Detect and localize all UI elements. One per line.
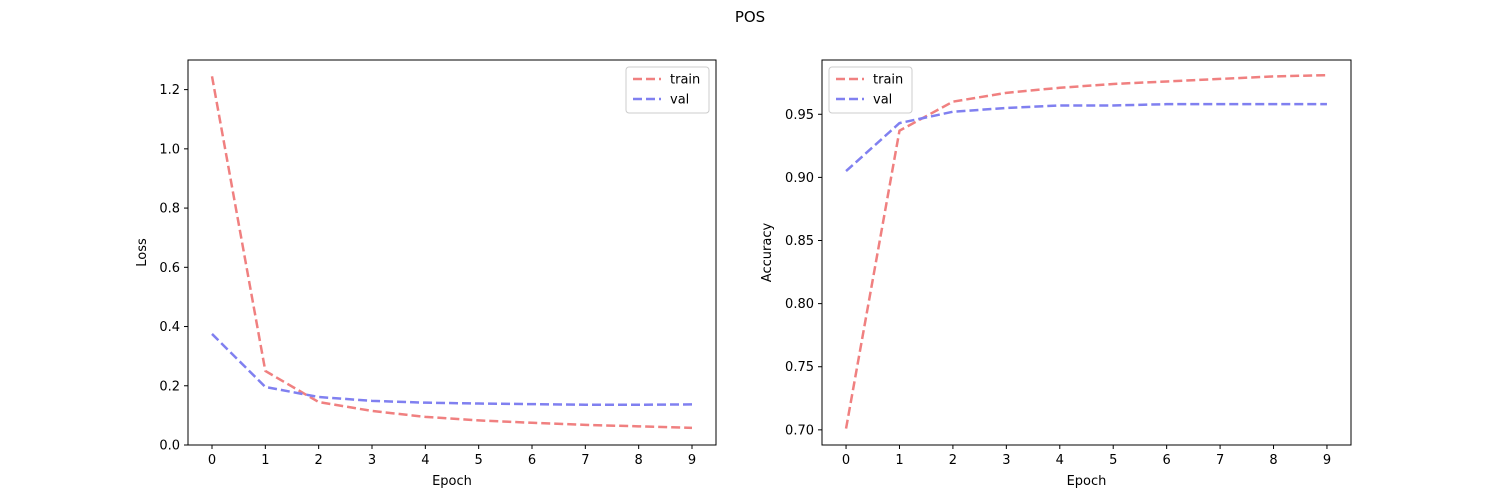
y-tick-label: 0.85 xyxy=(785,234,814,249)
y-axis-label: Loss xyxy=(135,238,150,267)
series-line-val xyxy=(211,333,693,406)
y-tick-label: 0.2 xyxy=(159,379,180,394)
x-tick-label: 1 xyxy=(261,453,269,468)
y-tick-label: 0.75 xyxy=(785,360,814,375)
x-tick-label: 9 xyxy=(688,453,696,468)
x-tick-label: 8 xyxy=(635,453,643,468)
x-tick-label: 1 xyxy=(895,453,903,468)
x-axis-label: Epoch xyxy=(1067,474,1107,489)
x-tick-label: 4 xyxy=(1056,453,1064,468)
series-line-train xyxy=(844,73,1327,429)
legend-label-val: val xyxy=(873,93,892,108)
y-tick-label: 0.0 xyxy=(159,439,180,454)
legend: train val xyxy=(625,66,710,114)
x-tick-label: 2 xyxy=(949,453,957,468)
chart-panel-2: 0 1 2 3 4 5 6 7 8 9 0.70 0.75 0.80 0.85 0.90 0.95 Epoch A… xyxy=(760,59,1352,489)
plot-frame xyxy=(821,59,1352,446)
legend-label-train: train xyxy=(670,73,700,88)
legend: train val xyxy=(828,66,913,114)
series-line-train xyxy=(210,76,693,430)
y-tick-label: 0.90 xyxy=(785,171,814,186)
x-tick-label: 5 xyxy=(1109,453,1117,468)
y-tick-label: 0.80 xyxy=(785,297,814,312)
x-tick-label: 0 xyxy=(208,453,216,468)
legend-label-val: val xyxy=(670,93,689,108)
x-tick-label: 7 xyxy=(1216,453,1224,468)
x-tick-label: 4 xyxy=(421,453,429,468)
y-tick-label: 1.2 xyxy=(159,83,180,98)
x-tick-label: 6 xyxy=(1163,453,1171,468)
x-tick-label: 0 xyxy=(842,453,850,468)
x-tick-label: 5 xyxy=(475,453,483,468)
y-axis-label: Accuracy xyxy=(760,223,775,283)
figure-title: POS xyxy=(735,8,765,26)
x-tick-label: 2 xyxy=(315,453,323,468)
x-tick-label: 8 xyxy=(1269,453,1277,468)
chart-panel-1: 0 1 2 3 4 5 6 7 8 9 0.0 0.2 0.4 0.6 0.8 1.0 1.2 Epoch Loss… xyxy=(135,59,717,489)
y-tick-label: 0.6 xyxy=(159,261,180,276)
series-line-val xyxy=(845,102,1327,173)
legend-label-train: train xyxy=(873,73,903,88)
x-tick-label: 3 xyxy=(368,453,376,468)
y-tick-label: 0.95 xyxy=(785,108,814,123)
x-tick-label: 6 xyxy=(528,453,536,468)
y-tick-label: 0.4 xyxy=(159,320,180,335)
plot-frame xyxy=(187,59,717,446)
y-tick-label: 0.8 xyxy=(159,202,180,217)
y-tick-label: 0.70 xyxy=(785,423,814,438)
x-tick-label: 7 xyxy=(581,453,589,468)
x-tick-label: 3 xyxy=(1002,453,1010,468)
x-tick-label: 9 xyxy=(1323,453,1331,468)
y-tick-label: 1.0 xyxy=(159,142,180,157)
x-axis-label: Epoch xyxy=(432,474,472,489)
